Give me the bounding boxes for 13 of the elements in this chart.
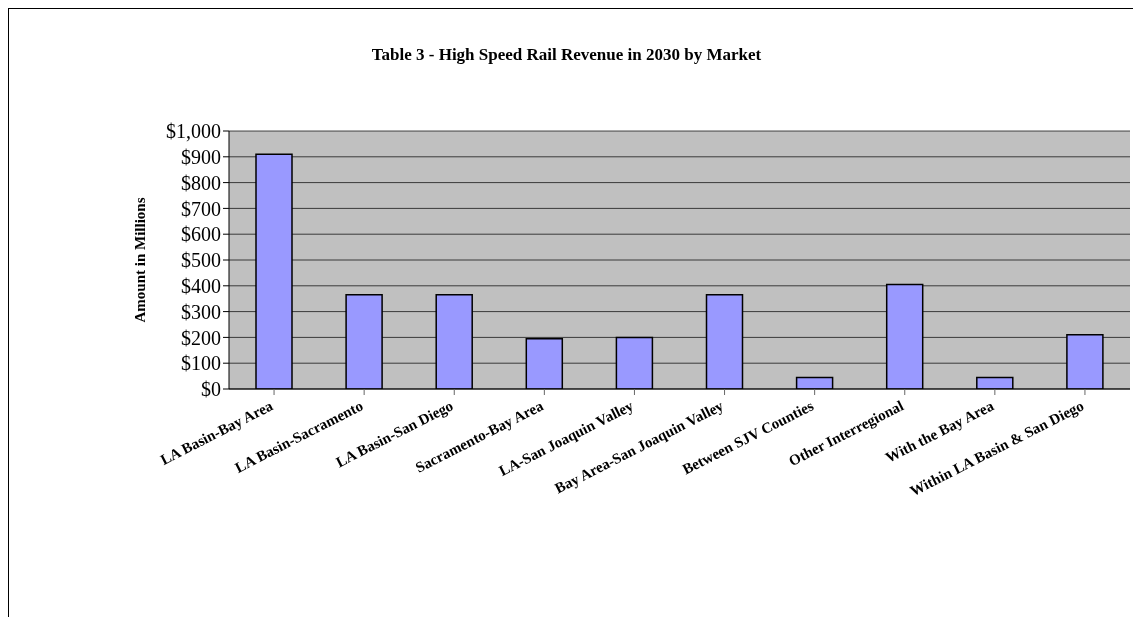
y-tick-label: $100 [181,352,221,375]
y-tick-label: $800 [181,171,221,194]
y-tick-label: $500 [181,249,221,272]
y-tick-label: $1,000 [166,120,221,143]
y-axis-title: Amount in Millions [132,197,149,323]
y-tick-label: $300 [181,300,221,323]
y-tick-label: $900 [181,145,221,168]
y-tick-label: $600 [181,223,221,246]
y-tick-label: $400 [181,274,221,297]
y-tick-label: $0 [201,378,221,401]
chart-title: Table 3 - High Speed Rail Revenue in 2030 by Market [370,45,763,65]
y-tick-label: $700 [181,197,221,220]
y-tick-label: $200 [181,326,221,349]
